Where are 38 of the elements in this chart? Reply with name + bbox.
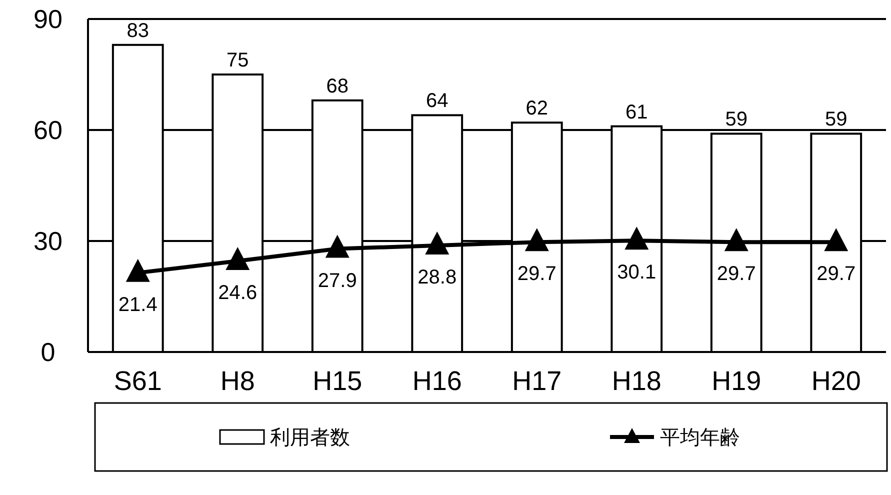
x-tick-label: H8 [220,366,255,396]
data-label: 64 [426,90,448,112]
x-tick-label: S61 [114,366,162,396]
data-label: 61 [626,101,648,124]
y-tick-label: 60 [34,115,62,145]
data-label: 24.6 [218,282,258,304]
point [126,258,150,282]
y-tick-label: 90 [34,4,62,34]
legend-label: 平均年齢 [660,427,740,449]
data-label: 21.4 [118,294,158,316]
x-tick-label: H18 [612,366,662,396]
point [624,226,649,250]
point [325,234,350,258]
y-tick-label: 30 [34,226,62,256]
x-tick-label: H20 [811,366,861,396]
legend-label: 利用者数 [270,427,350,449]
data-label: 68 [326,75,348,98]
x-tick-label: H17 [512,366,562,396]
data-label: 75 [226,50,249,72]
point [425,231,450,254]
data-label: 29.7 [517,263,556,286]
data-label: 29.7 [816,263,856,286]
data-label: 27.9 [318,270,357,292]
x-tick-label: H19 [712,366,762,396]
data-label: 29.7 [716,263,756,286]
x-tick-label: H15 [312,366,362,396]
x-tick-label: H16 [412,366,462,396]
data-label: 28.8 [418,266,457,288]
point [524,228,549,252]
y-tick-label: 0 [40,337,56,367]
data-label: 30.1 [617,262,656,284]
point [724,228,748,252]
data-label: 59 [825,108,848,131]
data-label: 83 [126,20,149,42]
point [824,228,848,252]
point [226,246,250,270]
data-label: 59 [725,108,748,131]
data-label: 62 [526,98,548,120]
